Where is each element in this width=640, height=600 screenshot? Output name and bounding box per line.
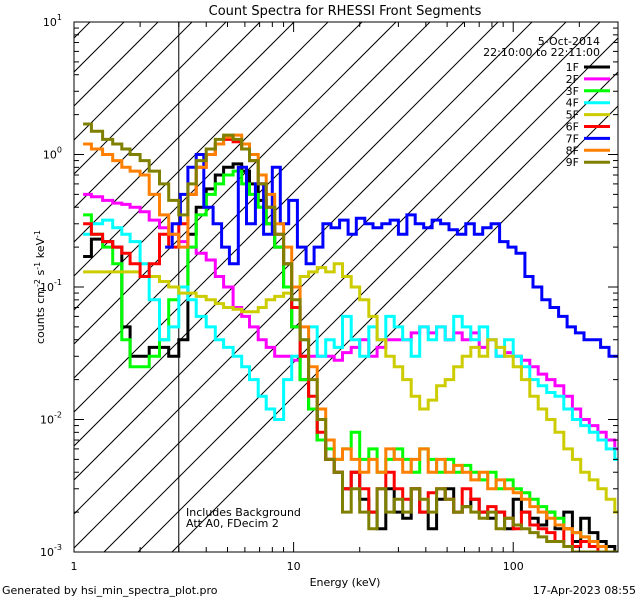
hatch-line bbox=[74, 22, 261, 209]
annotation-attenuator: Att A0, FDecim 2 bbox=[186, 517, 279, 530]
legend-label-4F: 4F bbox=[566, 97, 579, 110]
y-tick-label: 101 bbox=[43, 13, 62, 29]
y-tick-label: 100 bbox=[43, 146, 62, 162]
legend-label-8F: 8F bbox=[566, 144, 579, 157]
hatch-line bbox=[74, 22, 363, 311]
legend-label-9F: 9F bbox=[566, 156, 579, 169]
hatch-line bbox=[74, 22, 431, 379]
series-9F-line bbox=[83, 122, 618, 552]
hatch-line bbox=[74, 22, 193, 141]
series-4F-line bbox=[83, 218, 618, 461]
x-tick-label: 10 bbox=[287, 560, 301, 573]
y-tick-label: 10-2 bbox=[40, 411, 62, 427]
y-tick-label: 10-1 bbox=[40, 278, 62, 294]
series-8F-line bbox=[83, 133, 618, 552]
y-tick-label: 10-3 bbox=[40, 543, 62, 559]
hatch-line bbox=[74, 22, 601, 549]
annotation-background: Includes Background bbox=[186, 506, 301, 519]
hatch-line bbox=[103, 37, 618, 552]
series-5F-line bbox=[83, 262, 618, 514]
hatch-line bbox=[74, 22, 227, 175]
hatch-line bbox=[74, 22, 465, 413]
date-label: 5-Oct-2014 bbox=[538, 35, 600, 48]
legend-label-6F: 6F bbox=[566, 121, 579, 134]
axis-ticks bbox=[73, 21, 619, 553]
legend-label-3F: 3F bbox=[566, 85, 579, 98]
hatched-region bbox=[74, 22, 618, 552]
x-tick-label: 100 bbox=[503, 560, 524, 573]
chart-title: Count Spectra for RHESSI Front Segments bbox=[209, 4, 482, 19]
hatch-line bbox=[74, 22, 329, 277]
hatch-line bbox=[74, 22, 533, 481]
series-group bbox=[83, 122, 618, 552]
footer-generated-by: Generated by hsi_min_spectra_plot.pro bbox=[2, 584, 218, 597]
x-tick-label: 1 bbox=[71, 560, 78, 573]
hatch-line bbox=[171, 105, 618, 552]
y-axis-label: counts cm-2 s-1 keV-1 bbox=[33, 230, 47, 344]
legend-label-2F: 2F bbox=[566, 73, 579, 86]
hatch-line bbox=[137, 71, 618, 552]
series-7F-line bbox=[165, 153, 618, 358]
legend-label-1F: 1F bbox=[566, 61, 579, 74]
legend-label-5F: 5F bbox=[566, 109, 579, 122]
footer-timestamp: 17-Apr-2023 08:55 bbox=[533, 584, 636, 597]
y-tick-labels: 10-3 10-2 10-1 100 101 bbox=[40, 13, 62, 559]
x-tick-labels: 1 10 100 bbox=[71, 560, 524, 573]
time-range-label: 22:10:00 to 22:11:00 bbox=[483, 46, 600, 59]
legend-label-7F: 7F bbox=[566, 132, 579, 145]
hatch-line bbox=[74, 22, 295, 243]
x-axis-label: Energy (keV) bbox=[310, 576, 381, 589]
hatch-line bbox=[74, 22, 397, 345]
